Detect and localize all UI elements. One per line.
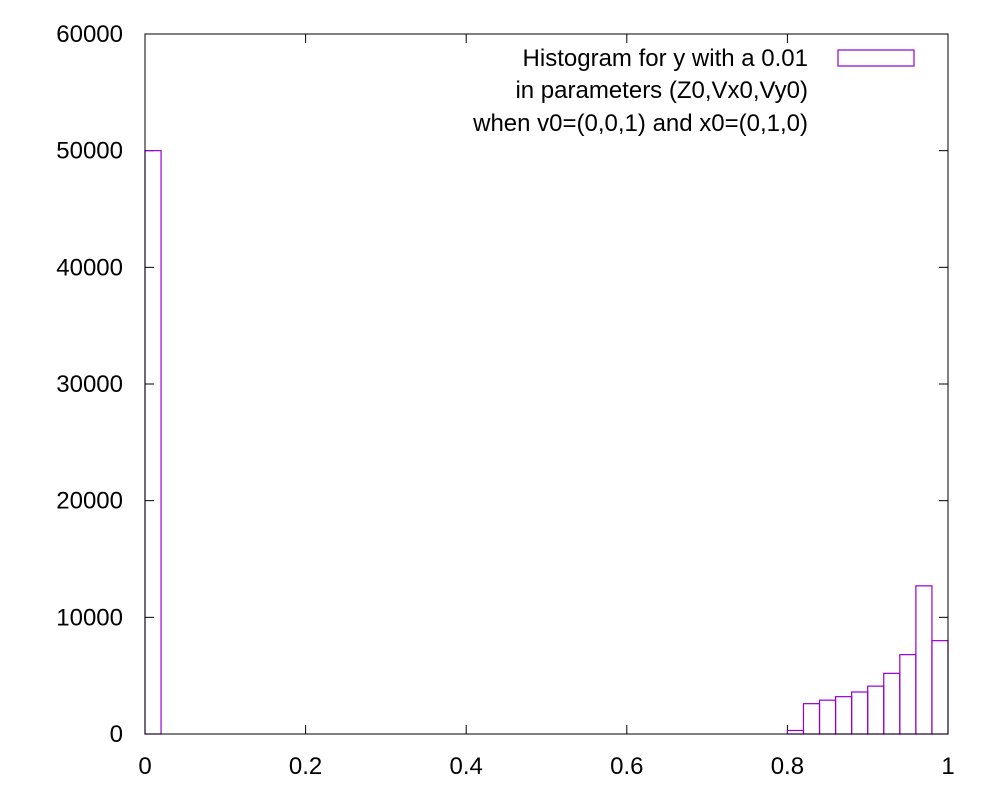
- x-tick-label: 0.6: [610, 753, 643, 780]
- histogram-bar: [834, 696, 853, 735]
- histogram-bar: [802, 703, 821, 735]
- legend-label-line-1: Histogram for y with a 0.01: [523, 45, 808, 72]
- x-tick-label: 1: [941, 753, 954, 780]
- histogram-bar: [931, 640, 949, 735]
- y-tick-label: 0: [110, 721, 123, 748]
- x-tick-label: 0.4: [450, 753, 483, 780]
- y-tick-label: 50000: [56, 138, 123, 165]
- plot-frame: [144, 33, 949, 735]
- y-tick-label: 60000: [56, 21, 123, 48]
- tick-marks: [144, 33, 949, 735]
- x-tick-label: 0: [138, 753, 151, 780]
- histogram-bars: [144, 150, 949, 735]
- histogram-bar: [899, 654, 917, 735]
- legend-label-line-2: in parameters (Z0,Vx0,Vy0): [515, 77, 808, 104]
- y-tick-label: 30000: [56, 371, 123, 398]
- y-tick-label: 40000: [56, 254, 123, 281]
- legend: Histogram for y with a 0.01 in parameter…: [472, 45, 915, 137]
- legend-label-line-3: when v0=(0,0,1) and x0=(0,1,0): [472, 110, 808, 137]
- legend-swatch: [837, 49, 915, 67]
- histogram-bar: [867, 685, 885, 735]
- y-tick-label: 20000: [56, 488, 123, 515]
- histogram-bar: [851, 691, 869, 735]
- x-tick-label: 0.2: [289, 753, 322, 780]
- histogram-bar: [883, 672, 901, 735]
- histogram-bar: [915, 585, 933, 735]
- y-tick-label: 10000: [56, 604, 123, 631]
- histogram-bar: [818, 699, 837, 735]
- histogram-bar: [144, 150, 162, 735]
- x-tick-label: 0.8: [771, 753, 804, 780]
- histogram-bar: [786, 729, 805, 735]
- tick-labels: 0 10000 20000 30000 40000 50000 60000 0 0.2 0.4 0.…: [56, 21, 954, 780]
